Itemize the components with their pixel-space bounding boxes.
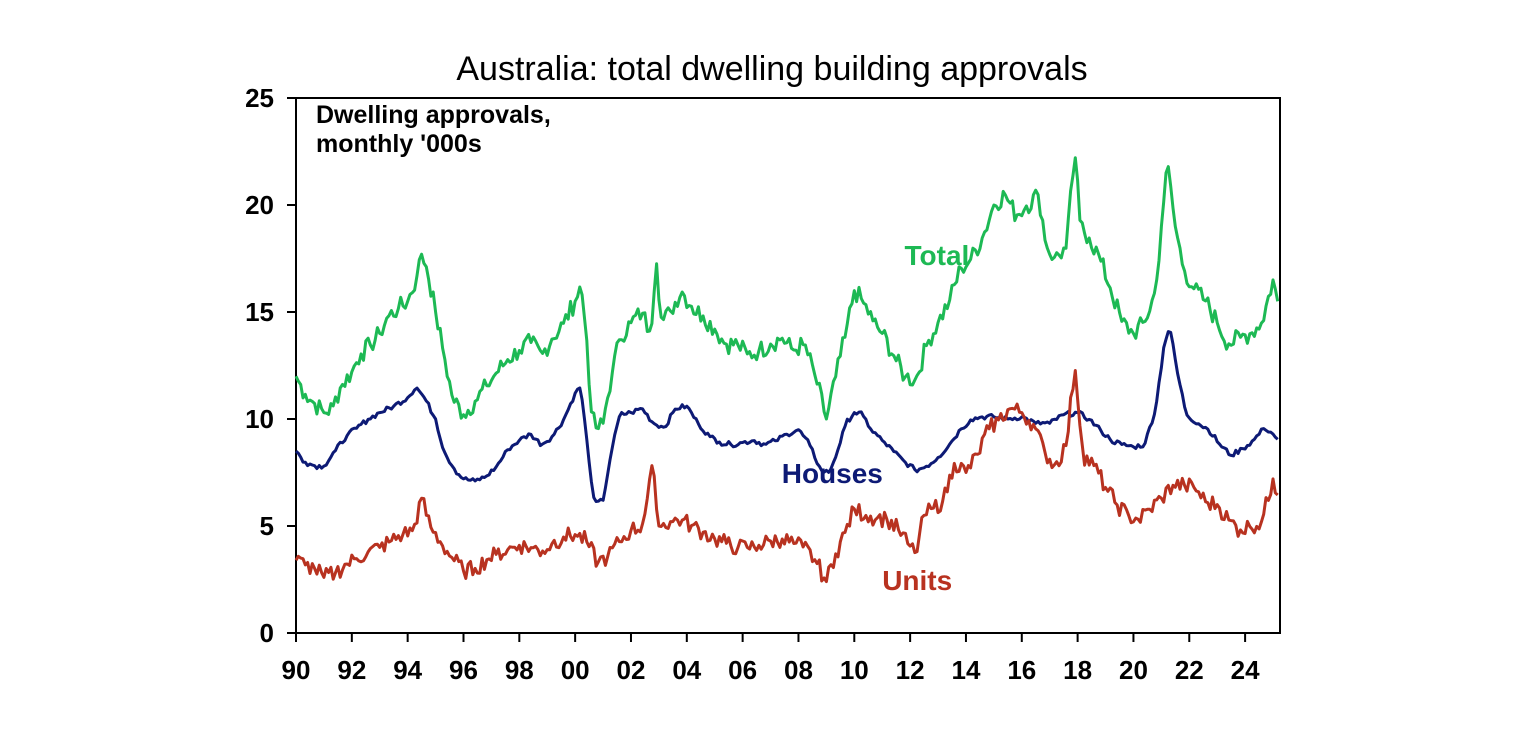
x-tick-label: 90 bbox=[282, 655, 311, 685]
x-tick-label: 04 bbox=[672, 655, 701, 685]
x-tick-label: 00 bbox=[561, 655, 590, 685]
x-tick-label: 24 bbox=[1231, 655, 1260, 685]
y-tick-label: 25 bbox=[245, 83, 274, 113]
plot-frame bbox=[295, 97, 1281, 634]
x-tick-label: 98 bbox=[505, 655, 534, 685]
x-tick-label: 10 bbox=[840, 655, 869, 685]
x-tick-label: 16 bbox=[1007, 655, 1036, 685]
y-tick-label: 0 bbox=[260, 618, 274, 648]
chart-title: Australia: total dwelling building appro… bbox=[456, 50, 1087, 88]
x-tick-label: 92 bbox=[337, 655, 366, 685]
axis-layer: 0 5 10 15 20 25 90 92 94 96 98 00 02 04 06 08 10 12 14 16 18… bbox=[245, 83, 1260, 685]
series-label-units: Units bbox=[882, 565, 952, 596]
y-tick-label: 20 bbox=[245, 190, 274, 220]
annotation-line-2: monthly '000s bbox=[316, 130, 482, 158]
annotation-line-1: Dwelling approvals, bbox=[316, 101, 551, 129]
y-tick-label: 15 bbox=[245, 297, 274, 327]
y-tick-label: 10 bbox=[245, 404, 274, 434]
x-tick-label: 20 bbox=[1119, 655, 1148, 685]
series-line-total bbox=[294, 156, 1280, 431]
series-line-units bbox=[294, 369, 1279, 584]
series-label-total: Total bbox=[905, 240, 970, 271]
x-tick-label: 18 bbox=[1063, 655, 1092, 685]
x-tick-label: 14 bbox=[951, 655, 980, 685]
x-tick-label: 96 bbox=[449, 655, 478, 685]
y-tick-label: 5 bbox=[260, 511, 274, 541]
x-tick-label: 02 bbox=[617, 655, 646, 685]
x-tick-label: 12 bbox=[896, 655, 925, 685]
x-tick-label: 22 bbox=[1175, 655, 1204, 685]
x-tick-label: 94 bbox=[393, 655, 422, 685]
series-layer: Total Houses Units bbox=[294, 156, 1280, 596]
series-label-houses: Houses bbox=[782, 458, 883, 489]
series-line-houses bbox=[294, 330, 1279, 503]
x-tick-label: 08 bbox=[784, 655, 813, 685]
x-tick-label: 06 bbox=[728, 655, 757, 685]
